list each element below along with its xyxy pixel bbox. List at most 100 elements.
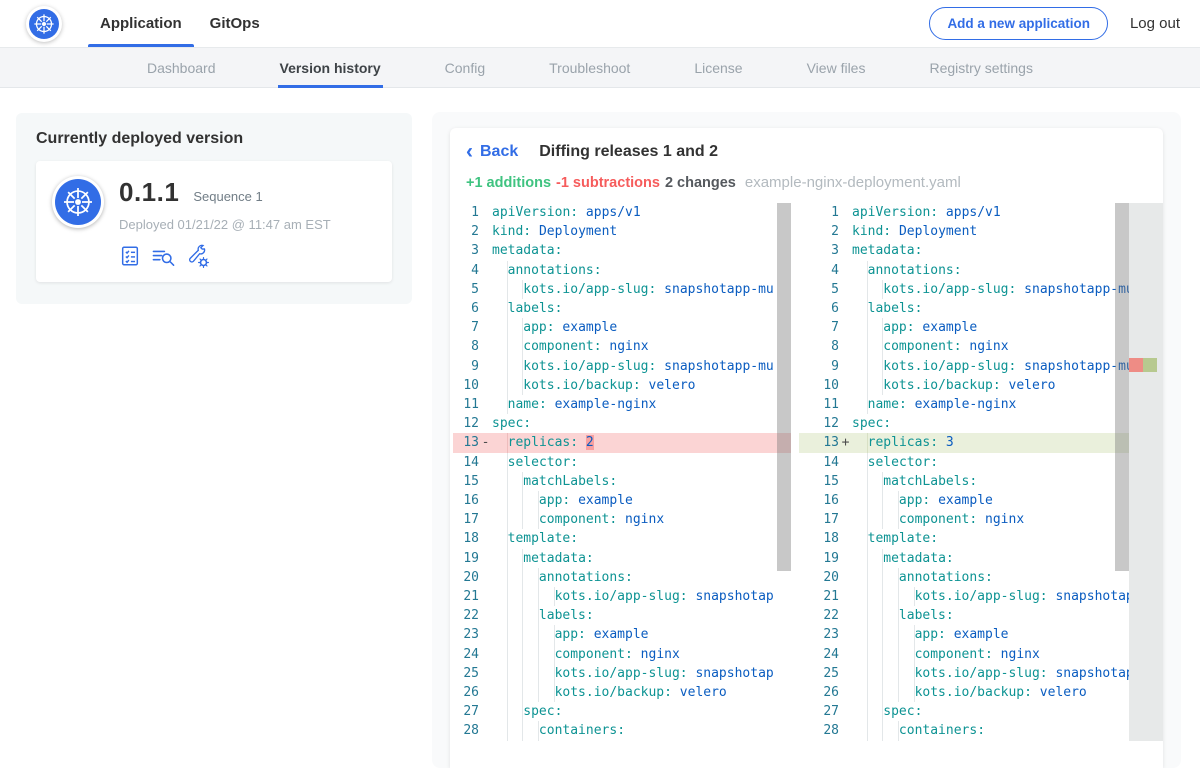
deployed-card-title: Currently deployed version	[36, 130, 244, 147]
version-action-icons	[119, 244, 331, 268]
logout-button[interactable]: Log out	[1129, 15, 1180, 32]
diff-left-code: 1 apiVersion: apps/v1 2 kind: Deployment 3 me…	[453, 203, 791, 741]
main-content: Currently deployed version 0.1.1 S	[0, 88, 1200, 768]
code-line-22: 22 labels:	[453, 606, 791, 626]
code-line-27: 27 spec:	[799, 702, 1129, 722]
diff-left-panel: 1 apiVersion: apps/v1 2 kind: Deployment 3 me…	[453, 203, 791, 741]
code-line-6: 6 labels:	[799, 299, 1129, 319]
code-line-15: 15 matchLabels:	[799, 471, 1129, 492]
code-line-23: 23 app: example	[799, 625, 1129, 645]
diff-stats-row: +1 additions -1 subtractions 2 changes e…	[450, 174, 1163, 191]
code-line-27: 27 spec:	[453, 702, 791, 722]
diff-filename: example-nginx-deployment.yaml	[744, 174, 961, 191]
subnav-item-view-files[interactable]: View files	[806, 59, 866, 76]
code-line-10: 10 kots.io/backup: velero	[799, 375, 1129, 396]
code-line-11: 11 name: example-nginx	[453, 395, 791, 415]
code-line-5: 5 kots.io/app-slug: snapshotapp-mu	[453, 279, 791, 299]
subnav-item-registry-settings[interactable]: Registry settings	[929, 59, 1033, 76]
file-search-icon[interactable]	[151, 245, 176, 267]
back-link[interactable]: ‹ Back	[466, 140, 519, 163]
changes-count: 2 changes	[664, 175, 736, 191]
code-line-8: 8 component: nginx	[453, 337, 791, 357]
code-line-19: 19 metadata:	[453, 548, 791, 568]
code-line-1: 1 apiVersion: apps/v1	[831, 205, 1001, 220]
code-line-26: 26 kots.io/backup: velero	[453, 683, 791, 703]
code-line-4: 4 annotations:	[453, 260, 791, 280]
subnav-item-troubleshoot[interactable]: Troubleshoot	[549, 59, 631, 76]
code-line-17: 17 component: nginx	[453, 510, 791, 530]
code-line-24: 24 component: nginx	[799, 644, 1129, 664]
code-line-9: 9 kots.io/app-slug: snapshotapp-mu	[453, 356, 791, 376]
diff-overview-ruler[interactable]	[1129, 203, 1163, 741]
code-line-22: 22 labels:	[799, 606, 1129, 626]
code-line-26: 26 kots.io/backup: velero	[799, 683, 1129, 703]
sequence-label: Sequence 1	[193, 189, 263, 204]
helm-wheel-icon	[34, 13, 54, 34]
code-line-4: 4 annotations:	[799, 260, 1129, 280]
tab-application[interactable]: Application	[86, 0, 196, 47]
code-line-13: 13 + replicas: 3	[799, 433, 1129, 453]
code-line-18: 18 template:	[453, 529, 791, 549]
code-line-19: 19 metadata:	[799, 548, 1129, 568]
code-line-28: 28 containers:	[799, 721, 1129, 741]
code-line-12: 12 spec:	[823, 416, 892, 432]
code-line-14: 14 selector:	[799, 452, 1129, 472]
code-line-7: 7 app: example	[453, 318, 791, 338]
code-line-15: 15 matchLabels:	[453, 471, 791, 492]
code-line-3: 3 metadata:	[471, 243, 563, 259]
troubleshoot-wrench-icon[interactable]	[186, 244, 210, 268]
code-line-1: 1 apiVersion: apps/v1	[471, 205, 641, 220]
code-line-5: 5 kots.io/app-slug: snapshotapp-mu	[799, 279, 1129, 299]
kubernetes-logo	[26, 5, 62, 42]
subnav-item-config[interactable]: Config	[444, 59, 486, 76]
app-header: Application GitOps Add a new application …	[0, 0, 1200, 48]
diff-right-code: 1 apiVersion: apps/v1 2 kind: Deployment 3 me…	[799, 203, 1129, 741]
ruler-added-mark	[1143, 358, 1157, 372]
diff-section: ‹ Back Diffing releases 1 and 2 +1 addit…	[432, 112, 1181, 768]
code-line-25: 25 kots.io/app-slug: snapshotap	[799, 663, 1129, 684]
helm-wheel-icon	[64, 188, 92, 216]
diff-title: Diffing releases 1 and 2	[539, 143, 718, 160]
diff-panels: 1 apiVersion: apps/v1 2 kind: Deployment 3 me…	[450, 203, 1163, 741]
code-line-6: 6 labels:	[453, 299, 791, 319]
add-new-application-button[interactable]: Add a new application	[929, 7, 1108, 40]
subnav-item-version-history[interactable]: Version history	[277, 48, 383, 88]
code-line-23: 23 app: example	[453, 625, 791, 645]
subtractions-count: -1 subtractions	[556, 175, 660, 191]
code-line-21: 21 kots.io/app-slug: snapshotap	[453, 587, 791, 607]
subnav-item-dashboard[interactable]: Dashboard	[147, 59, 216, 76]
right-panel-scrollbar[interactable]	[1115, 203, 1129, 571]
code-line-8: 8 component: nginx	[799, 337, 1129, 357]
code-line-2: 2 kind: Deployment	[471, 224, 618, 240]
deployed-version-card: 0.1.1 Sequence 1 Deployed 01/21/22 @ 11:…	[36, 161, 392, 282]
code-line-2: 2 kind: Deployment	[831, 224, 978, 240]
code-line-12: 12 spec:	[463, 416, 532, 432]
diff-right-panel: 1 apiVersion: apps/v1 2 kind: Deployment 3 me…	[799, 203, 1163, 741]
code-line-17: 17 component: nginx	[799, 510, 1129, 530]
ruler-removed-mark	[1129, 358, 1143, 372]
version-number: 0.1.1	[119, 177, 180, 207]
code-line-24: 24 component: nginx	[453, 644, 791, 664]
code-line-16: 16 app: example	[799, 491, 1129, 511]
left-panel-scrollbar[interactable]	[777, 203, 791, 571]
code-line-18: 18 template:	[799, 529, 1129, 549]
code-line-3: 3 metadata:	[831, 243, 923, 259]
code-line-7: 7 app: example	[799, 318, 1129, 338]
app-subnav: Dashboard Version history Config Troublesho…	[0, 48, 1200, 88]
tab-gitops[interactable]: GitOps	[209, 15, 260, 32]
code-line-13: 13- replicas: 2	[453, 433, 791, 453]
code-line-20: 20 annotations:	[799, 567, 1129, 588]
code-line-16: 16 app: example	[453, 491, 791, 511]
subnav-item-license[interactable]: License	[694, 59, 743, 76]
code-line-9: 9 kots.io/app-slug: snapshotapp-mu	[799, 356, 1129, 376]
code-line-21: 21 kots.io/app-slug: snapshotap	[799, 587, 1129, 607]
additions-count: +1 additions	[466, 175, 552, 191]
config-checklist-icon[interactable]	[119, 245, 141, 267]
diff-card: ‹ Back Diffing releases 1 and 2 +1 addit…	[450, 128, 1163, 768]
currently-deployed-card: Currently deployed version 0.1.1 S	[16, 113, 412, 304]
code-line-10: 10 kots.io/backup: velero	[453, 375, 791, 396]
code-line-20: 20 annotations:	[453, 567, 791, 588]
code-line-25: 25 kots.io/app-slug: snapshotap	[453, 663, 791, 684]
code-line-11: 11 name: example-nginx	[799, 395, 1129, 415]
code-line-28: 28 containers:	[453, 721, 791, 741]
